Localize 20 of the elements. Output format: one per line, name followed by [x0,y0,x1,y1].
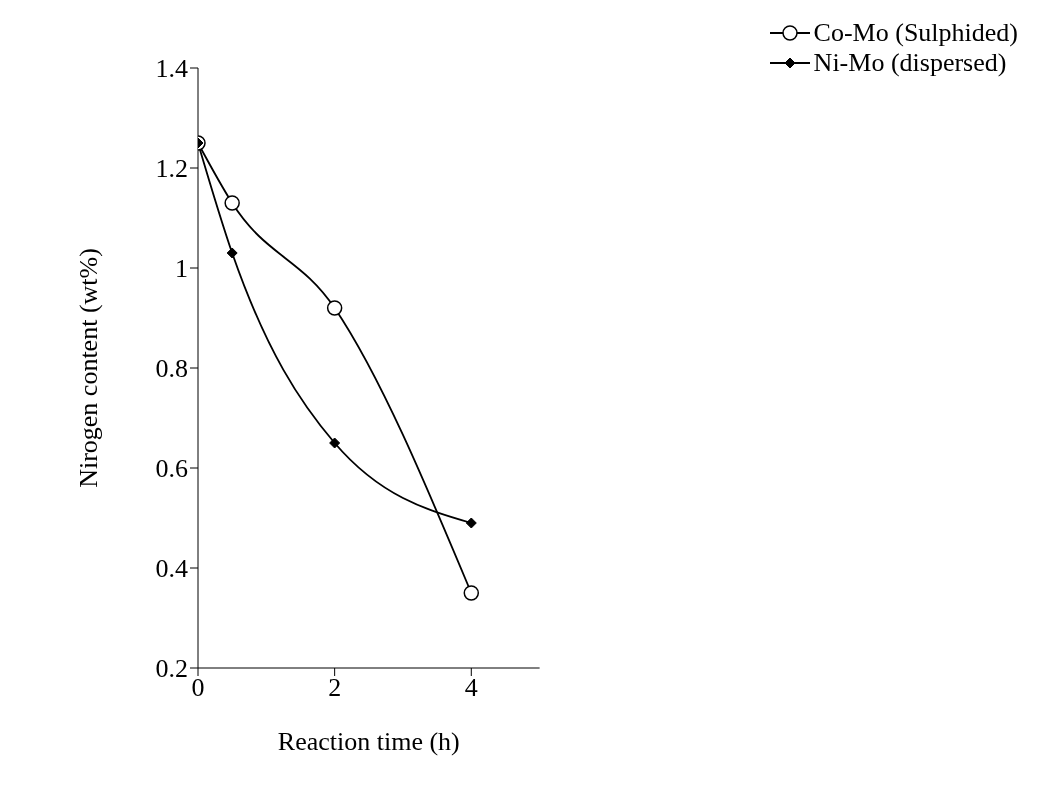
x-axis-title: Reaction time (h) [277,727,460,756]
point [226,247,238,259]
point [463,585,480,601]
legend-label: Ni-Mo (dispersed) [813,48,1007,78]
x-tick-label: 0 [191,673,205,703]
y-tick-label: 0.4 [155,554,188,584]
y-tick-label: 0.6 [155,454,188,484]
point [329,437,341,449]
point [224,195,240,211]
y-tick-label: 1 [175,254,188,284]
legend-label: Co-Mo (Sulphided) [813,18,1018,48]
point [465,517,477,529]
x-tick-label: 2 [328,673,342,703]
y-tick-label: 0.8 [155,354,188,384]
y-axis-title: Nirogen content (wt%) [74,248,104,488]
point [326,300,343,316]
x-tick-label: 4 [464,673,478,703]
y-tick-label: 0.2 [155,654,188,684]
y-tick-label: 1.2 [155,154,188,184]
y-tick-label: 1.4 [155,54,188,84]
